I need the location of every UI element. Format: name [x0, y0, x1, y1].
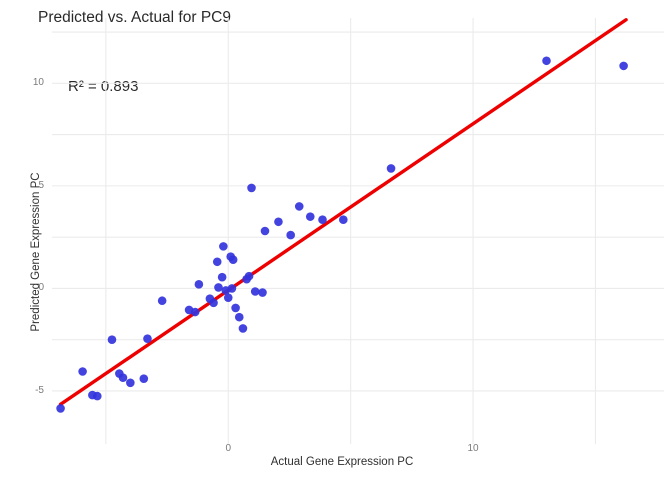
x-tick-label: 10	[467, 443, 479, 454]
data-points	[56, 56, 628, 413]
regression-line	[58, 18, 628, 407]
y-tick-label: -5	[35, 384, 44, 396]
y-tick-label: 0	[38, 282, 44, 294]
x-axis-label-text: Actual Gene Expression PC	[270, 456, 414, 468]
y-axis-label: Predicted Gene Expression PC	[30, 172, 42, 332]
x-tick-label: 0	[225, 443, 232, 454]
r-squared-annotation: R² = 0.893	[68, 78, 139, 95]
y-tick-label: 10	[32, 77, 44, 89]
y-tick-label: 5	[38, 179, 44, 191]
page-title: Predicted vs. Actual for PC9	[38, 9, 231, 26]
x-axis-label: Actual Gene Expression PC	[0, 456, 672, 468]
